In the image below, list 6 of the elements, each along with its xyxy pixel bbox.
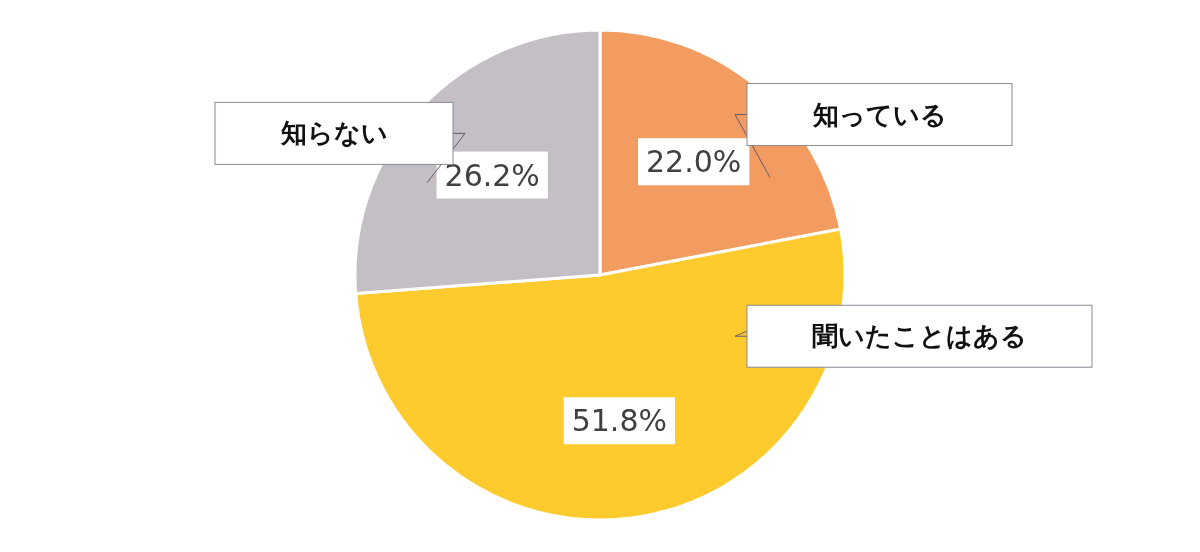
data-label: 26.2% <box>444 157 540 193</box>
data-label: 22.0% <box>646 144 742 180</box>
slice-label: 聞いたことはある <box>812 321 1027 352</box>
slice-label: 知らない <box>279 118 388 149</box>
data-label: 51.8% <box>571 403 667 439</box>
slice-label: 知っている <box>811 99 947 130</box>
